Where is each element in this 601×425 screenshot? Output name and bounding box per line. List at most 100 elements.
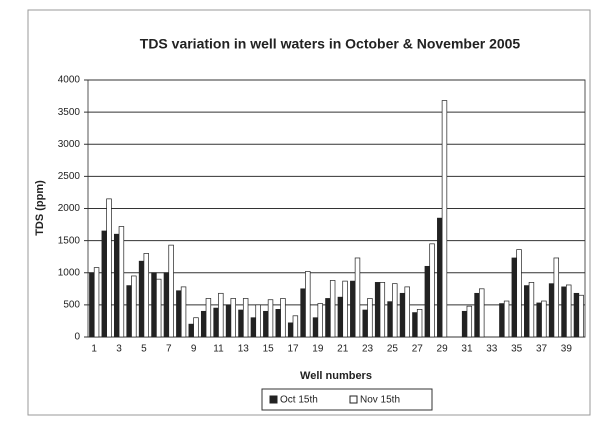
- bar: [143, 253, 149, 338]
- bar: [424, 265, 431, 338]
- bar: [312, 317, 319, 338]
- x-tick-label: 27: [412, 344, 424, 355]
- bar: [392, 283, 398, 338]
- bar: [287, 322, 294, 338]
- bar: [566, 284, 572, 338]
- bar: [354, 257, 361, 338]
- y-tick-label: 4000: [58, 75, 81, 86]
- bar: [305, 271, 311, 338]
- bar: [238, 309, 244, 338]
- bar: [138, 260, 145, 338]
- chart-title: TDS variation in well waters in October …: [140, 36, 521, 52]
- bar: [524, 285, 530, 338]
- bar: [466, 305, 473, 338]
- bar: [163, 272, 170, 338]
- bar: [342, 280, 348, 338]
- legend-swatch: [269, 395, 278, 404]
- x-tick-label: 31: [461, 344, 473, 355]
- y-tick-label: 1500: [58, 235, 81, 246]
- bar: [113, 233, 120, 338]
- bar: [267, 299, 274, 338]
- bar: [474, 292, 480, 338]
- bar: [263, 310, 269, 338]
- bar: [200, 310, 207, 338]
- bar: [561, 286, 567, 338]
- bar: [399, 292, 406, 338]
- bar: [337, 296, 344, 338]
- x-tick-label: 3: [116, 344, 122, 355]
- bar: [188, 323, 194, 338]
- y-tick-label: 2000: [58, 203, 81, 214]
- x-tick-label: 33: [486, 344, 498, 355]
- bar: [180, 286, 187, 338]
- bar: [541, 300, 547, 338]
- bar: [255, 304, 261, 338]
- y-tick-label: 0: [74, 332, 80, 343]
- y-tick-label: 500: [63, 300, 80, 311]
- bar: [573, 292, 580, 338]
- bar: [511, 257, 518, 338]
- x-tick-label: 23: [362, 344, 374, 355]
- x-tick-label: 35: [511, 344, 523, 355]
- legend-label: Oct 15th: [280, 395, 318, 406]
- bar: [528, 282, 535, 338]
- y-tick-label: 2500: [58, 171, 81, 182]
- y-tick-label: 1000: [58, 267, 81, 278]
- bar: [362, 309, 368, 338]
- bar: [379, 282, 386, 338]
- bar: [168, 244, 174, 338]
- bar: [499, 303, 505, 338]
- bar: [151, 272, 157, 338]
- bar: [93, 267, 100, 338]
- bar: [155, 278, 162, 338]
- bar: [106, 198, 112, 338]
- x-tick-label: 25: [387, 344, 399, 355]
- x-tick-label: 21: [337, 344, 349, 355]
- bar: [503, 300, 510, 338]
- bar: [553, 257, 560, 338]
- bar: [329, 280, 336, 338]
- bar: [461, 310, 468, 338]
- y-axis-label: TDS (ppm): [34, 180, 46, 236]
- y-tick-label: 3000: [58, 139, 81, 150]
- bar: [325, 298, 331, 338]
- bar: [404, 286, 410, 338]
- bar: [292, 315, 299, 338]
- bar: [300, 288, 306, 338]
- bar: [548, 283, 555, 338]
- x-tick-label: 5: [141, 344, 147, 355]
- x-tick-label: 7: [166, 344, 172, 355]
- bar: [536, 302, 542, 338]
- x-tick-label: 9: [191, 344, 197, 355]
- bar: [437, 217, 443, 338]
- x-tick-label: 17: [287, 344, 299, 355]
- x-tick-label: 1: [91, 344, 97, 355]
- bar: [250, 317, 257, 338]
- bar: [176, 290, 182, 338]
- x-tick-label: 19: [312, 344, 324, 355]
- bar: [578, 294, 584, 338]
- bar: [193, 317, 199, 338]
- legend-swatch: [349, 395, 358, 404]
- x-tick-label: 15: [263, 344, 275, 355]
- bar: [441, 100, 448, 338]
- bar: [479, 288, 485, 338]
- y-tick-label: 3500: [58, 107, 81, 118]
- bar: [118, 226, 125, 338]
- bar: [101, 230, 107, 338]
- bar: [213, 307, 219, 338]
- bar: [412, 312, 418, 338]
- x-tick-label: 37: [536, 344, 548, 355]
- x-axis-label: Well numbers: [300, 370, 372, 382]
- bar: [218, 292, 224, 338]
- bar: [225, 304, 232, 338]
- bar: [131, 275, 137, 338]
- bar: [89, 272, 95, 338]
- bar: [275, 309, 281, 338]
- legend-box: [261, 388, 433, 411]
- bar: [387, 301, 393, 338]
- x-tick-label: 11: [213, 344, 224, 355]
- bar: [429, 243, 435, 338]
- bar: [230, 298, 236, 338]
